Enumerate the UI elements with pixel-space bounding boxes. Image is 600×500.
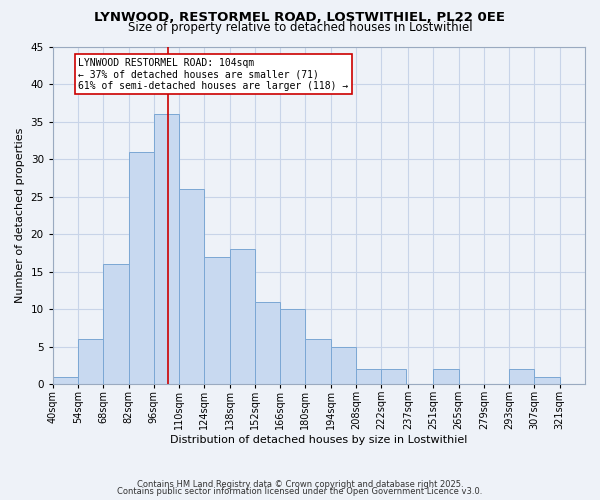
Bar: [78, 340, 103, 384]
Bar: [509, 370, 535, 384]
Bar: [433, 370, 459, 384]
Bar: [255, 302, 280, 384]
Bar: [205, 256, 230, 384]
Text: Contains public sector information licensed under the Open Government Licence v3: Contains public sector information licen…: [118, 487, 482, 496]
Text: LYNWOOD, RESTORMEL ROAD, LOSTWITHIEL, PL22 0EE: LYNWOOD, RESTORMEL ROAD, LOSTWITHIEL, PL…: [95, 11, 505, 24]
Bar: [331, 347, 356, 385]
X-axis label: Distribution of detached houses by size in Lostwithiel: Distribution of detached houses by size …: [170, 435, 467, 445]
Bar: [230, 249, 255, 384]
Bar: [53, 377, 78, 384]
Bar: [128, 152, 154, 384]
Bar: [535, 377, 560, 384]
Bar: [179, 189, 205, 384]
Bar: [356, 370, 381, 384]
Y-axis label: Number of detached properties: Number of detached properties: [15, 128, 25, 303]
Bar: [103, 264, 128, 384]
Bar: [305, 340, 331, 384]
Bar: [154, 114, 179, 384]
Text: Size of property relative to detached houses in Lostwithiel: Size of property relative to detached ho…: [128, 22, 472, 35]
Text: Contains HM Land Registry data © Crown copyright and database right 2025.: Contains HM Land Registry data © Crown c…: [137, 480, 463, 489]
Bar: [381, 370, 406, 384]
Bar: [280, 310, 305, 384]
Text: LYNWOOD RESTORMEL ROAD: 104sqm
← 37% of detached houses are smaller (71)
61% of : LYNWOOD RESTORMEL ROAD: 104sqm ← 37% of …: [78, 58, 349, 91]
